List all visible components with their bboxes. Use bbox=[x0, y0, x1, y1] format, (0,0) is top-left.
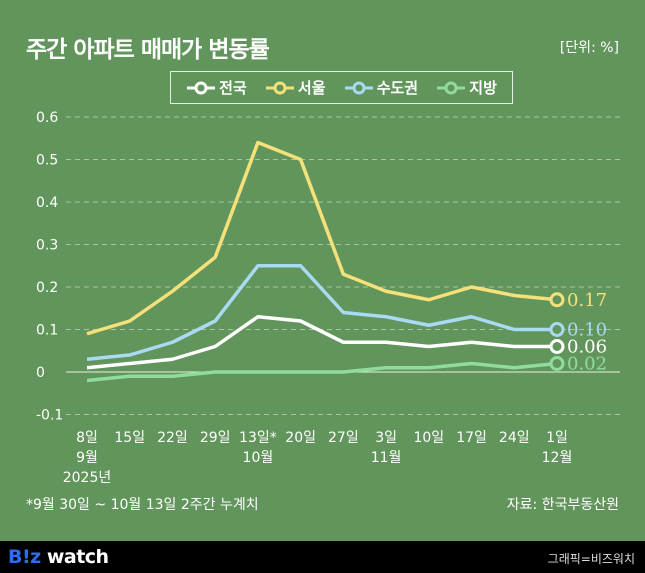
legend-item: 지방 bbox=[436, 77, 497, 98]
y-tick-label: 0.3 bbox=[36, 238, 58, 254]
footer-bar: B!z watch 그래픽=비즈워치 bbox=[0, 541, 645, 573]
x-tick-label: 3일 bbox=[375, 430, 397, 446]
x-month-label: 11월 bbox=[371, 450, 402, 466]
x-tick-label: 1일 bbox=[546, 430, 568, 446]
logo-part: watch bbox=[40, 546, 109, 568]
series-end-marker bbox=[549, 339, 565, 354]
x-tick-label: 20일 bbox=[285, 430, 316, 446]
legend: 전국 서울 수도권 지방 bbox=[170, 71, 513, 104]
y-tick-label: 0.5 bbox=[36, 153, 58, 169]
x-tick-label: 27일 bbox=[328, 430, 359, 446]
y-tick-label: 0.6 bbox=[36, 110, 58, 126]
legend-item: 전국 bbox=[186, 77, 247, 98]
x-tick-label: 17일 bbox=[456, 430, 487, 446]
series-end-label: 0.10 bbox=[567, 320, 607, 341]
legend-label: 수도권 bbox=[376, 79, 419, 97]
series-end-label: 0.06 bbox=[567, 337, 607, 358]
unit-label: [단위: %] bbox=[559, 40, 619, 56]
x-tick-label: 22일 bbox=[157, 430, 188, 446]
y-tick-label: 0.4 bbox=[36, 195, 58, 211]
x-month-label: 12월 bbox=[542, 450, 573, 466]
legend-label: 전국 bbox=[219, 79, 247, 97]
series-end-marker bbox=[549, 292, 565, 308]
series-line-지방 bbox=[86, 361, 558, 383]
series-line-서울 bbox=[86, 140, 558, 336]
x-tick-label: 15일 bbox=[114, 430, 145, 446]
x-tick-label: 29일 bbox=[200, 430, 231, 446]
graphic-credit: 그래픽=비즈워치 bbox=[547, 552, 635, 566]
legend-marker-icon bbox=[187, 81, 216, 94]
series-end-label: 0.02 bbox=[567, 354, 607, 375]
legend-marker-icon bbox=[265, 81, 294, 94]
x-month-label: 9월 bbox=[76, 450, 98, 466]
bizwatch-logo: B!z watch bbox=[8, 546, 109, 568]
legend-marker-icon bbox=[437, 81, 466, 94]
y-tick-label: 0 bbox=[36, 365, 45, 381]
x-tick-label: 10일 bbox=[413, 430, 444, 446]
x-year-label: 2025년 bbox=[63, 470, 112, 486]
series-line-수도권 bbox=[86, 264, 557, 361]
x-tick-label: 8일 bbox=[76, 430, 98, 446]
legend-label: 서울 bbox=[297, 79, 326, 97]
logo-part: B!z bbox=[8, 546, 41, 568]
legend-label: 지방 bbox=[469, 79, 497, 97]
y-tick-label: 0.2 bbox=[36, 280, 58, 296]
legend-item: 수도권 bbox=[344, 77, 418, 98]
x-month-label: 10월 bbox=[243, 450, 274, 466]
chart-title: 주간 아파트 매매가 변동률 bbox=[26, 37, 270, 63]
series-end-marker bbox=[549, 356, 565, 371]
x-tick-label: 24일 bbox=[499, 430, 530, 446]
y-tick-label: 0.1 bbox=[36, 323, 58, 339]
source: 자료: 한국부동산원 bbox=[506, 497, 619, 513]
x-tick-label: 13일* bbox=[239, 430, 277, 446]
series-end-marker bbox=[549, 322, 565, 337]
y-tick-label: -0.1 bbox=[36, 408, 63, 424]
series-end-label: 0.17 bbox=[567, 290, 607, 311]
legend-item: 서울 bbox=[265, 77, 326, 98]
series-line-전국 bbox=[86, 315, 557, 370]
legend-marker-icon bbox=[344, 81, 373, 94]
footnote: *9월 30일 ~ 10월 13일 2주간 누계치 bbox=[26, 497, 259, 513]
